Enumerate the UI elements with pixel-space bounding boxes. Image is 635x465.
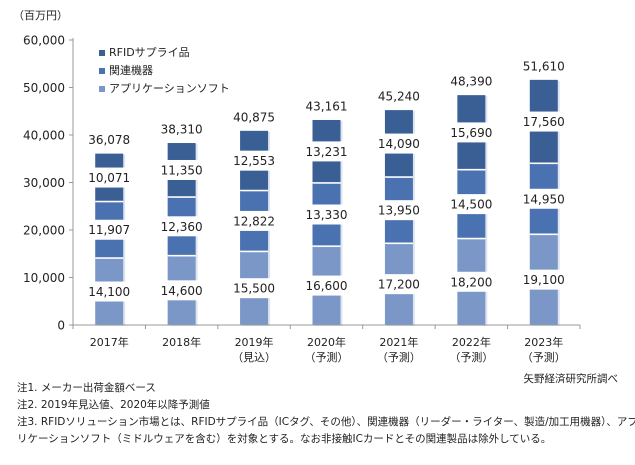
data-label-rfid-supply-bg [445, 122, 497, 143]
x-tick-label: 2020年 [307, 335, 346, 349]
x-tick-label: 2019年 [235, 335, 274, 349]
data-label-total: 51,610 [523, 59, 565, 73]
data-label-rfid-supply-bg [373, 133, 425, 154]
data-label-related-equipment: 12,360 [161, 220, 203, 234]
y-tick-label: 50,000 [23, 81, 65, 95]
data-label-related-equipment: 13,950 [378, 204, 420, 218]
footnote-3: 注3. RFIDソリューション市場とは、RFIDサプライ品（ICタグ、その他）、… [17, 416, 635, 428]
data-label-total: 45,240 [378, 90, 420, 104]
footnote-1: 注1. メーカー出荷金額ベース [17, 382, 156, 394]
legend-item-application-software: アプリケーションソフト [99, 80, 230, 98]
x-tick-label: 2022年 [452, 335, 491, 349]
data-label-total: 38,310 [161, 123, 203, 137]
data-label-related-equipment-bg [445, 194, 497, 215]
data-label-application-software-bg [156, 280, 208, 301]
data-label-total-bg [445, 71, 497, 92]
data-label-total-bg [518, 55, 570, 76]
data-label-total: 48,390 [450, 75, 492, 89]
data-label-total-bg [300, 95, 353, 116]
data-labels-layer: 14,100 11,907 10,071 36,078 14,600 12,360 11,3… [83, 55, 570, 302]
x-tick-label: 2017年 [90, 335, 129, 349]
legend-swatch-application-software [99, 86, 105, 92]
data-label-rfid-supply-bg [83, 167, 135, 188]
data-label-related-equipment-bg [300, 204, 353, 225]
footnote-2: 注2. 2019年見込値、2020年以降予測値 [17, 399, 210, 411]
data-label-rfid-supply-bg [300, 141, 353, 162]
data-label-rfid-supply: 13,231 [306, 145, 348, 159]
data-label-application-software: 17,200 [378, 278, 420, 292]
data-label-total: 43,161 [306, 99, 348, 113]
legend-item-rfid-supply: RFIDサプライ品 [99, 44, 230, 62]
data-label-application-software-bg [518, 269, 570, 290]
data-label-related-equipment-bg [373, 200, 425, 221]
legend-label: 関連機器 [109, 64, 153, 77]
x-tick-label: 2023年 [524, 335, 563, 349]
data-label-related-equipment: 13,330 [306, 208, 348, 222]
data-label-rfid-supply: 17,560 [523, 115, 565, 129]
data-label-related-equipment-bg [83, 219, 135, 240]
legend-swatch-related-equipment [99, 68, 105, 74]
legend-label: アプリケーションソフト [109, 82, 230, 95]
data-label-related-equipment: 11,907 [88, 223, 130, 237]
x-tick-label: （予測） [305, 350, 349, 364]
y-tick-label: 40,000 [23, 129, 65, 143]
data-label-application-software: 14,100 [88, 285, 130, 299]
x-tick-label: （予測） [377, 350, 421, 364]
data-label-related-equipment: 14,950 [523, 192, 565, 206]
footnote-3-continued: リケーションソフト（ミドルウェアを含む）を対象とする。なお非接触ICカードとその… [17, 433, 552, 445]
data-label-application-software: 16,600 [306, 279, 348, 293]
data-label-total: 36,078 [88, 133, 130, 147]
y-tick-label: 30,000 [23, 176, 65, 190]
data-label-rfid-supply: 15,690 [450, 126, 492, 140]
data-label-rfid-supply: 11,350 [161, 163, 203, 177]
data-label-application-software-bg [373, 274, 425, 295]
legend-label: RFIDサプライ品 [109, 46, 190, 59]
legend-item-related-equipment: 関連機器 [99, 62, 230, 80]
data-label-rfid-supply-bg [228, 150, 280, 171]
x-tick-label: （見込） [232, 351, 276, 364]
data-label-related-equipment-bg [518, 188, 570, 209]
data-label-application-software: 18,200 [450, 275, 492, 289]
x-tick-label: （予測） [522, 350, 566, 364]
source-credit: 矢野経済研究所調べ [523, 373, 619, 385]
y-tick-label: 10,000 [23, 271, 65, 285]
data-label-related-equipment-bg [156, 216, 208, 237]
y-tick-label: 0 [57, 319, 65, 333]
legend-swatch-rfid-supply [99, 50, 105, 56]
data-label-total-bg [156, 119, 208, 140]
y-tick-label: 20,000 [23, 224, 65, 238]
data-label-related-equipment-bg [228, 210, 280, 231]
x-tick-label: （予測） [449, 350, 493, 364]
data-label-application-software-bg [228, 278, 280, 299]
data-label-total-bg [83, 129, 135, 150]
data-label-total: 40,875 [233, 110, 275, 124]
data-label-application-software: 15,500 [233, 282, 275, 296]
data-label-rfid-supply-bg [518, 111, 570, 132]
data-label-application-software-bg [445, 271, 497, 292]
stacked-bar-chart: 14,100 11,907 10,071 36,078 14,600 12,360 11,3… [23, 34, 581, 364]
data-label-total-bg [373, 86, 425, 107]
data-label-rfid-supply: 12,553 [233, 154, 275, 168]
data-label-application-software: 14,600 [161, 284, 203, 298]
data-label-application-software: 19,100 [523, 273, 565, 287]
y-axis-unit-label: （百万円） [13, 9, 68, 22]
footnotes: 注1. メーカー出荷金額ベース 注2. 2019年見込値、2020年以降予測値 … [17, 380, 635, 448]
data-label-rfid-supply: 10,071 [88, 171, 130, 185]
data-label-rfid-supply: 14,090 [378, 137, 420, 151]
x-tick-label: 2021年 [379, 335, 418, 349]
legend: RFIDサプライ品 関連機器 アプリケーションソフト [99, 44, 230, 98]
axes-layer: 0 10,000 20,000 30,000 40,000 50,000 60,000 201… [23, 34, 581, 364]
data-label-related-equipment: 12,822 [233, 214, 275, 228]
data-label-rfid-supply-bg [156, 159, 208, 180]
data-label-application-software-bg [83, 281, 135, 302]
data-label-related-equipment: 14,500 [450, 198, 492, 212]
y-tick-label: 60,000 [23, 34, 65, 48]
x-tick-label: 2018年 [162, 335, 201, 349]
data-label-application-software-bg [300, 275, 353, 296]
data-label-total-bg [228, 106, 280, 127]
